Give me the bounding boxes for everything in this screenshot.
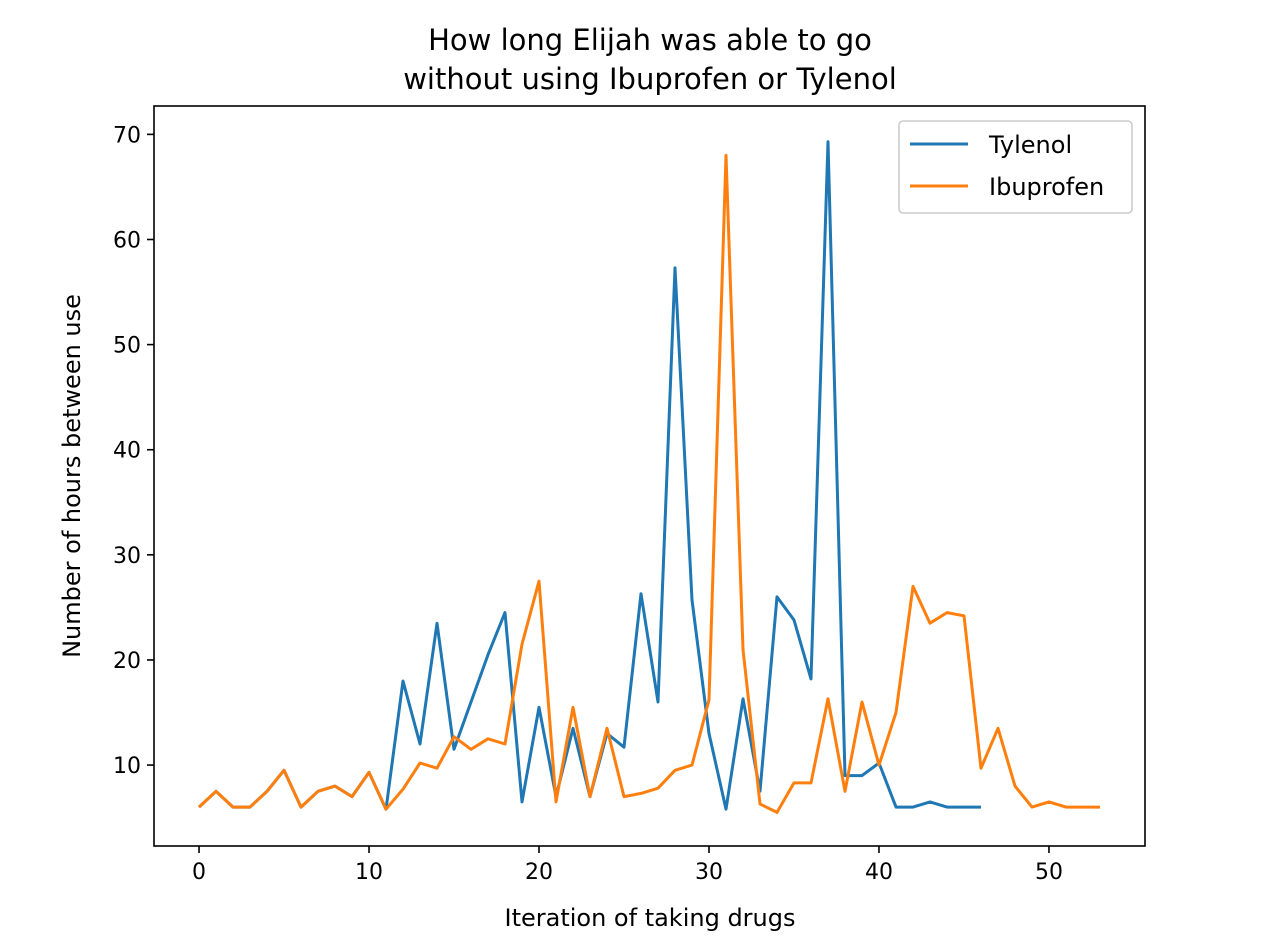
x-tick-label: 30 <box>695 860 723 885</box>
y-tick-label: 10 <box>113 754 141 779</box>
y-tick-label: 60 <box>113 228 141 253</box>
x-tick-label: 0 <box>192 860 206 885</box>
legend-label-ibuprofen: Ibuprofen <box>989 173 1104 201</box>
chart-title-line-1: How long Elijah was able to go <box>428 23 872 57</box>
series-lines <box>197 140 1100 814</box>
legend: Tylenol Ibuprofen <box>898 120 1133 214</box>
chart-title-line-2: without using Ibuprofen or Tylenol <box>403 62 897 96</box>
plot-area-frame <box>153 105 1146 847</box>
y-tick-label: 50 <box>113 334 141 359</box>
y-tick-label: 30 <box>113 544 141 569</box>
series-line-ibuprofen <box>197 153 1100 814</box>
x-tick-label: 20 <box>525 860 553 885</box>
y-axis-label: Number of hours between use <box>58 294 86 658</box>
legend-label-tylenol: Tylenol <box>988 131 1072 159</box>
axis-ticks: 0 10 20 30 40 50 10 20 30 40 50 60 70 <box>113 123 1063 885</box>
x-tick-label: 40 <box>865 860 893 885</box>
y-tick-label: 20 <box>113 649 141 674</box>
y-tick-label: 70 <box>113 123 141 148</box>
y-tick-label: 40 <box>113 439 141 464</box>
x-axis-label: Iteration of taking drugs <box>505 904 796 932</box>
x-tick-label: 10 <box>355 860 383 885</box>
x-tick-label: 50 <box>1035 860 1063 885</box>
